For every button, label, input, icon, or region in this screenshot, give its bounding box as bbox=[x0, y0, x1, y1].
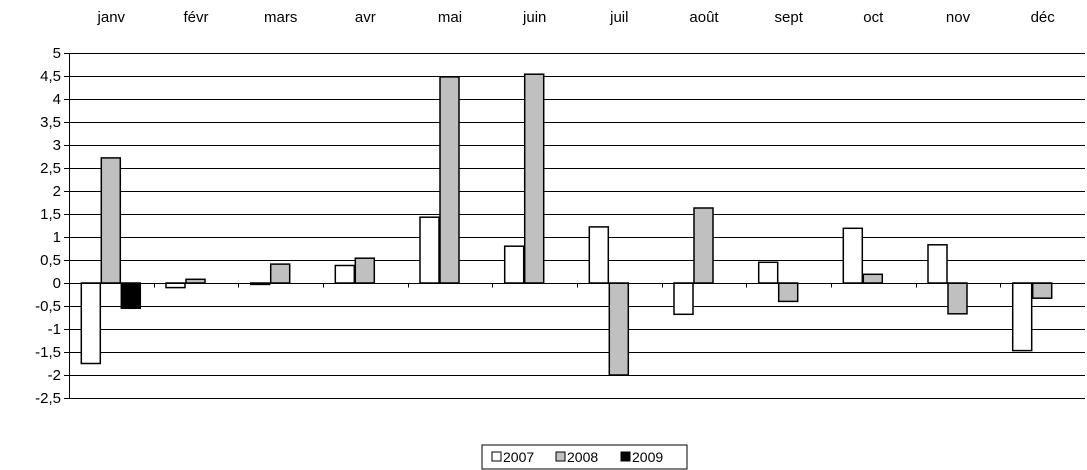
y-tick-label: -0,5 bbox=[35, 298, 61, 315]
y-tick-label: 1 bbox=[53, 229, 61, 246]
category-label: janv bbox=[97, 9, 126, 26]
legend-swatch-2007 bbox=[491, 451, 502, 462]
category-label: sept bbox=[775, 9, 804, 26]
bar-2008-juil bbox=[608, 282, 630, 376]
category-label: mai bbox=[438, 9, 462, 26]
category-labels: janv févr mars avr mai juin juil août sept oct nov… bbox=[97, 9, 1056, 26]
bar-2007-juin bbox=[503, 245, 525, 284]
category-label: déc bbox=[1031, 9, 1056, 26]
category-label: avr bbox=[355, 9, 376, 26]
axes bbox=[69, 53, 1085, 398]
y-tick-label: 0,5 bbox=[40, 252, 61, 269]
bar-2007-sept bbox=[757, 261, 779, 284]
y-tick-label: -2,5 bbox=[35, 390, 61, 407]
y-tick-label: 0 bbox=[53, 275, 61, 292]
bar-2008-nov bbox=[947, 282, 968, 315]
bar-2009-janv bbox=[120, 282, 142, 310]
category-label: juil bbox=[609, 9, 628, 26]
bar-2008-juin bbox=[523, 73, 545, 284]
y-tick-labels: 5 4,5 4 3,5 3 2,5 2 1,5 1 0,5 0 -0,5 -1 -1,5 -2 -2,5 bbox=[35, 45, 61, 407]
bar-2007-déc bbox=[1011, 282, 1033, 352]
bar-2007-oct bbox=[842, 227, 864, 284]
bar-2008-déc bbox=[1031, 282, 1053, 299]
category-label: mars bbox=[264, 9, 297, 26]
bar-2008-mai bbox=[439, 76, 460, 284]
category-label: oct bbox=[863, 9, 884, 26]
legend-label-2009: 2009 bbox=[632, 449, 663, 465]
y-tick-label: 2 bbox=[53, 183, 61, 200]
legend-swatch-2009 bbox=[620, 451, 631, 462]
legend: 2007 2008 2009 bbox=[481, 444, 688, 470]
bar-2007-juil bbox=[588, 226, 610, 284]
legend-swatch-2008 bbox=[555, 451, 566, 462]
gridlines bbox=[64, 53, 1085, 399]
bar-2007-janv bbox=[80, 282, 102, 365]
bar-2007-mai bbox=[419, 216, 440, 284]
legend-label-2007: 2007 bbox=[503, 449, 534, 465]
y-tick-label: 2,5 bbox=[40, 160, 61, 177]
bar-2008-avr bbox=[354, 257, 376, 284]
y-tick-label: 3 bbox=[53, 137, 61, 154]
category-label: juin bbox=[522, 9, 546, 26]
y-tick-label: -1,5 bbox=[35, 344, 61, 361]
y-tick-label: 3,5 bbox=[40, 114, 61, 131]
bar-2007-avr bbox=[334, 264, 356, 284]
y-tick-label: 1,5 bbox=[40, 206, 61, 223]
y-tick-label: 5 bbox=[53, 45, 61, 62]
bar-2008-août bbox=[693, 207, 714, 284]
category-label: août bbox=[689, 9, 719, 26]
category-label: nov bbox=[946, 9, 971, 26]
category-label: févr bbox=[183, 9, 208, 26]
bar-2008-oct bbox=[862, 273, 884, 284]
bar-2007-nov bbox=[927, 244, 948, 284]
bar-2007-août bbox=[673, 282, 694, 316]
y-tick-label: -2 bbox=[48, 367, 61, 384]
y-tick-label: 4 bbox=[53, 91, 61, 108]
y-tick-label: -1 bbox=[48, 321, 61, 338]
legend-box bbox=[481, 444, 688, 470]
bar-2008-sept bbox=[777, 282, 799, 303]
y-tick-label: 4,5 bbox=[40, 68, 61, 85]
bar-2008-févr bbox=[185, 278, 206, 284]
legend-label-2008: 2008 bbox=[567, 449, 598, 465]
bar-2008-janv bbox=[100, 157, 122, 284]
bar-2008-mars bbox=[269, 263, 291, 284]
